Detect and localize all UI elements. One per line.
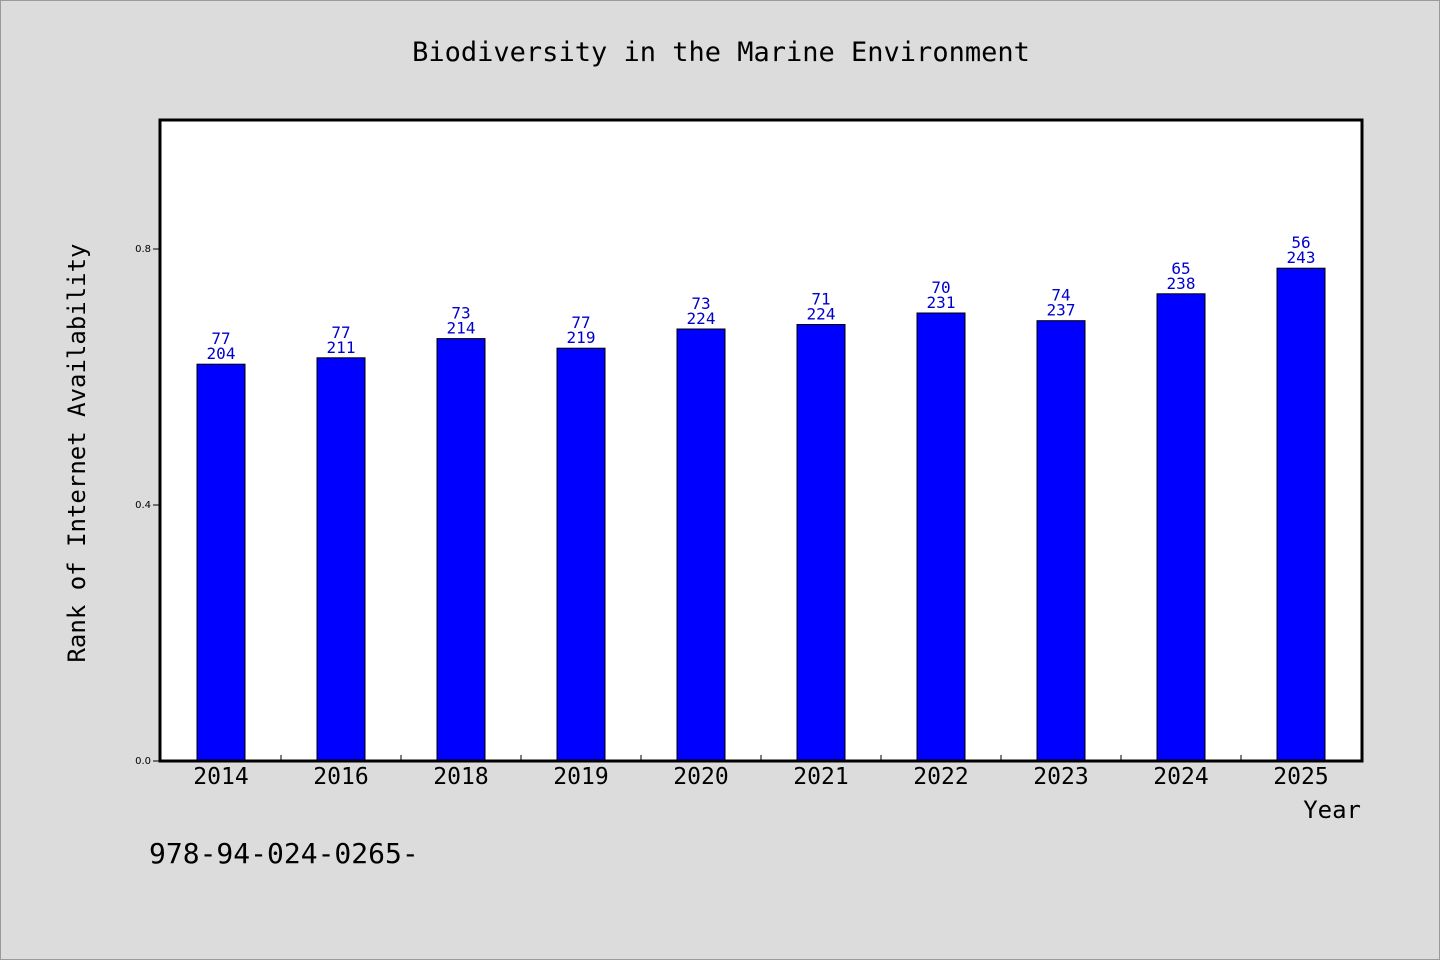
bar-2021 bbox=[796, 324, 846, 762]
x-tick-labels: 2014 2016 2018 2019 2020 2021 2022 2023 2024 2025 bbox=[193, 764, 1328, 790]
data-label-bottom: 214 bbox=[447, 319, 476, 338]
data-label-top: 56 bbox=[1291, 233, 1310, 252]
data-label-bottom: 219 bbox=[567, 328, 596, 347]
x-tick-label: 2021 bbox=[793, 764, 848, 790]
x-tick-label: 2023 bbox=[1033, 764, 1088, 790]
footer-isbn-text: 978-94-024-0265- bbox=[149, 837, 419, 870]
x-tick-label: 2018 bbox=[433, 764, 488, 790]
data-label-bottom: 243 bbox=[1287, 248, 1316, 267]
x-tick-label: 2016 bbox=[313, 764, 368, 790]
data-label-top: 77 bbox=[571, 313, 590, 332]
y-axis-label: Rank of Internet Availability bbox=[63, 243, 91, 662]
data-label-bottom: 237 bbox=[1047, 301, 1076, 320]
data-label-top: 74 bbox=[1051, 286, 1070, 305]
data-label-bottom: 204 bbox=[207, 344, 236, 363]
bar-2014 bbox=[196, 363, 246, 762]
x-tick-label: 2022 bbox=[913, 764, 968, 790]
chart-title: Biodiversity in the Marine Environment bbox=[412, 37, 1030, 68]
y-tick-labels: 0.0 0.4 0.8 bbox=[135, 244, 151, 767]
bar-2022 bbox=[916, 312, 966, 762]
data-label-top: 65 bbox=[1171, 259, 1190, 278]
data-label-bottom: 231 bbox=[927, 293, 956, 312]
y-tick-label: 0.4 bbox=[135, 500, 151, 511]
data-label-top: 77 bbox=[331, 323, 350, 342]
x-tick-label: 2025 bbox=[1273, 764, 1328, 790]
bar-2024 bbox=[1156, 293, 1206, 762]
bars bbox=[196, 267, 1326, 762]
data-label-top: 77 bbox=[211, 329, 230, 348]
plot-frame bbox=[158, 118, 1364, 763]
bar-2019 bbox=[556, 347, 606, 762]
bar-2016 bbox=[316, 357, 366, 762]
data-label-bottom: 224 bbox=[687, 309, 716, 328]
x-tick-label: 2019 bbox=[553, 764, 608, 790]
data-label-bottom: 211 bbox=[327, 338, 356, 357]
x-tick-label: 2014 bbox=[193, 764, 248, 790]
bar-2018 bbox=[436, 338, 486, 762]
data-label-top: 73 bbox=[451, 304, 470, 323]
data-label-top: 71 bbox=[811, 290, 830, 309]
y-tick-label: 0.8 bbox=[135, 244, 151, 255]
bar-2020 bbox=[676, 328, 726, 762]
x-axis-label: Year bbox=[1303, 796, 1361, 824]
x-tick-label: 2020 bbox=[673, 764, 728, 790]
y-tick-label: 0.0 bbox=[135, 756, 151, 767]
data-label-top: 73 bbox=[691, 294, 710, 313]
bar-2025 bbox=[1276, 267, 1326, 762]
data-label-top: 70 bbox=[931, 278, 950, 297]
data-label-bottom: 224 bbox=[807, 305, 836, 324]
bar-2023 bbox=[1036, 320, 1086, 762]
x-tick-label: 2024 bbox=[1153, 764, 1208, 790]
data-label-bottom: 238 bbox=[1167, 274, 1196, 293]
